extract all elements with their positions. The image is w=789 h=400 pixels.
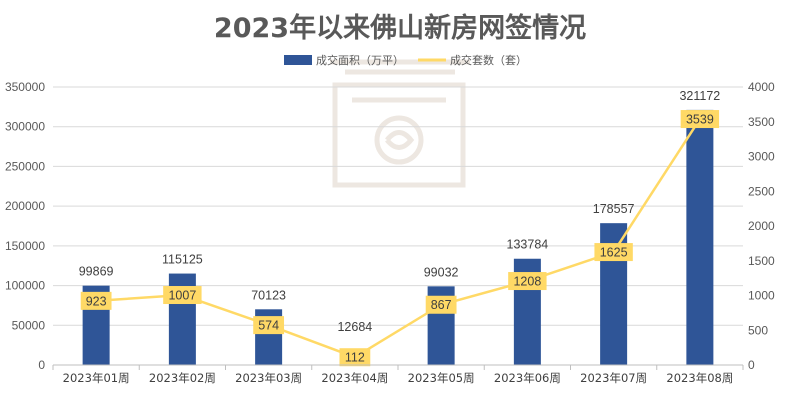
line-value-label: 923	[86, 294, 107, 308]
y-left-tick-label: 350000	[5, 80, 45, 94]
bar-value-label: 178557	[593, 202, 635, 216]
data-labels: 99869 115125 70123 12684 99032 133784 178557 32…	[79, 89, 720, 367]
y-left-tick-label: 50000	[12, 318, 46, 332]
y-right-tick-label: 2000	[748, 219, 775, 233]
line-label-box	[508, 272, 547, 291]
watermark-logo	[330, 59, 470, 188]
line-label-box	[339, 348, 371, 367]
y-right-tick-label: 0	[748, 358, 755, 372]
line-value-label: 3539	[686, 113, 714, 127]
bar-value-label: 321172	[679, 89, 720, 103]
y-left-tick-label: 300000	[5, 120, 45, 134]
y-right-tick-label: 2500	[748, 184, 775, 198]
x-tick-label: 2023年03周	[235, 371, 302, 385]
line-label-box	[594, 243, 633, 262]
y-right-tick-label: 1000	[748, 289, 775, 303]
x-tick-label: 2023年05周	[408, 371, 475, 385]
bar-value-label: 12684	[337, 320, 372, 334]
legend-bar-swatch	[284, 55, 312, 65]
line-label-box	[680, 110, 720, 129]
y-right-tick-label: 4000	[748, 80, 775, 94]
y-right-tick-label: 500	[748, 323, 768, 337]
x-tick-label: 2023年02周	[149, 371, 216, 385]
line-point-label: 867	[425, 295, 457, 314]
axes: 0 50000 100000 150000 200000 250000 300000 3500…	[5, 80, 775, 385]
line-point-label: 574	[253, 316, 285, 335]
chart-title: 2023年以来佛山新房网签情况	[214, 12, 586, 44]
legend: 成交面积（万平） 成交套数（套）	[284, 53, 527, 67]
legend-bar-label: 成交面积（万平）	[316, 53, 404, 67]
y-left-tick-label: 0	[38, 358, 45, 372]
line-value-label: 1208	[513, 275, 541, 289]
x-tick-label: 2023年06周	[494, 371, 561, 385]
line-point-label: 923	[80, 291, 112, 310]
line-point-label: 1208	[508, 272, 547, 291]
bar-value-label: 115125	[162, 253, 203, 267]
line-point-label: 1625	[594, 243, 633, 262]
line-label-box	[80, 291, 112, 310]
y-right-tick-label: 1500	[748, 254, 775, 268]
y-left-tick-label: 200000	[5, 199, 45, 213]
x-tick-label: 2023年04周	[321, 371, 388, 385]
line-label-box	[253, 316, 285, 335]
x-tick-label: 2023年07周	[580, 371, 647, 385]
line-point-label: 3539	[680, 110, 720, 129]
grid-lines	[53, 86, 743, 326]
y-left-tick-label: 150000	[5, 239, 45, 253]
line-value-label: 1007	[168, 289, 196, 303]
bar-value-label: 99869	[79, 265, 114, 279]
y-right-tick-label: 3000	[748, 150, 775, 164]
y-left-tick-label: 250000	[5, 159, 45, 173]
line-point-label: 1007	[163, 286, 202, 305]
line-label-box	[163, 286, 202, 305]
line-value-label: 867	[431, 298, 452, 312]
bar-value-label: 99032	[424, 265, 459, 279]
legend-line-label: 成交套数（套）	[450, 53, 527, 67]
bar-value-label: 70123	[251, 288, 286, 302]
x-tick-label: 2023年01周	[63, 371, 130, 385]
y-left-tick-label: 100000	[5, 279, 45, 293]
x-tick-label: 2023年08周	[666, 371, 733, 385]
bar-value-label: 133784	[507, 238, 549, 252]
line-point-label: 112	[339, 348, 371, 367]
line-value-label: 574	[258, 319, 279, 333]
bar	[686, 109, 714, 365]
line-value-label: 1625	[600, 246, 628, 260]
y-right-tick-label: 3500	[748, 115, 775, 129]
line-label-box	[425, 295, 457, 314]
line-value-label: 112	[345, 351, 365, 365]
